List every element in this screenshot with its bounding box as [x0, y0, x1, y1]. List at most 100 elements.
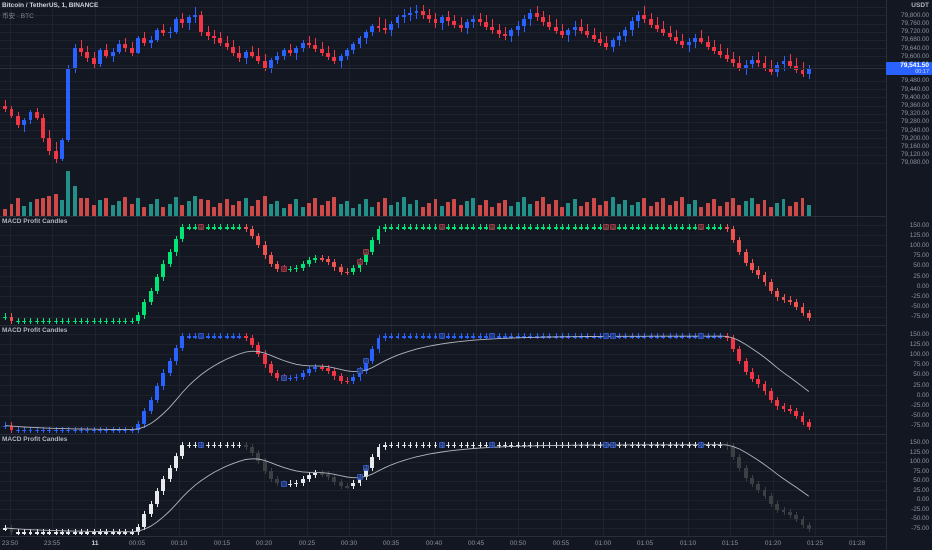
pane-title-macd-profit-candles-1[interactable]: MACD Profit Candles	[2, 218, 68, 225]
candle-body	[528, 444, 533, 447]
signal-marker[interactable]	[609, 224, 616, 231]
candle-body	[34, 532, 39, 534]
volume-bar	[509, 206, 514, 216]
candle-body	[446, 17, 451, 22]
volume-bar	[28, 202, 33, 216]
volume-bar	[705, 203, 710, 216]
time-tick-label: 11	[91, 540, 99, 547]
signal-marker[interactable]	[603, 441, 610, 448]
signal-marker[interactable]	[356, 367, 363, 374]
candle-body	[673, 36, 678, 41]
signal-marker[interactable]	[362, 465, 369, 472]
signal-marker[interactable]	[198, 224, 205, 231]
signal-marker[interactable]	[489, 224, 496, 231]
signal-marker[interactable]	[198, 333, 205, 340]
grid-line-v	[476, 326, 477, 434]
pane-title-macd-profit-candles-2[interactable]: MACD Profit Candles	[2, 327, 68, 334]
signal-marker[interactable]	[438, 224, 445, 231]
indicator-tick-label: 25.00	[913, 381, 929, 389]
candle-body	[775, 399, 780, 407]
grid-line-v	[857, 217, 858, 325]
candle-body	[231, 336, 235, 338]
signal-marker[interactable]	[280, 266, 287, 273]
signal-marker[interactable]	[489, 333, 496, 340]
symbol-title[interactable]: Bitcoin / TetherUS, 1, BINANCE	[2, 2, 99, 9]
candle-body	[22, 429, 27, 432]
pane-separator[interactable]	[0, 325, 932, 326]
signal-marker[interactable]	[603, 333, 610, 340]
candle-body	[528, 13, 533, 20]
volume-bar	[249, 206, 254, 216]
candle-body	[414, 444, 419, 447]
volume-bar	[496, 203, 501, 216]
grid-line-v	[773, 217, 774, 325]
signal-marker[interactable]	[438, 441, 445, 448]
pane-separator[interactable]	[0, 434, 932, 435]
grid-line-v	[52, 0, 53, 216]
signal-marker[interactable]	[489, 441, 496, 448]
pane-title-macd-profit-candles-3[interactable]: MACD Profit Candles	[2, 436, 68, 443]
candle-wick	[758, 52, 759, 67]
candle-body	[806, 421, 811, 427]
signal-marker[interactable]	[603, 224, 610, 231]
candle-body	[117, 320, 122, 323]
candle-wick	[530, 223, 531, 231]
candle-body	[654, 227, 659, 229]
candle-body	[363, 252, 368, 262]
grid-line-v	[561, 326, 562, 434]
signal-marker[interactable]	[609, 333, 616, 340]
candle-wick	[309, 35, 310, 49]
grid-line-h	[0, 500, 886, 501]
candle-wick	[56, 529, 57, 536]
symbol-subtitle: 币安 · BTC	[2, 13, 34, 20]
candle-wick	[100, 529, 101, 536]
candle-wick	[68, 426, 69, 434]
signal-marker[interactable]	[198, 441, 205, 448]
candle-wick	[37, 529, 38, 536]
pane-separator[interactable]	[0, 216, 932, 217]
candle-body	[53, 320, 58, 323]
signal-marker[interactable]	[698, 441, 705, 448]
candle-body	[28, 111, 33, 120]
volume-bar	[642, 197, 647, 216]
signal-marker[interactable]	[609, 441, 616, 448]
current-price-badge[interactable]: 79,541.50 00:17	[886, 61, 932, 75]
candle-body	[98, 320, 103, 323]
candle-body	[275, 264, 280, 269]
signal-marker[interactable]	[356, 473, 363, 480]
candle-wick	[657, 223, 658, 231]
indicator-tick-label: -25.00	[911, 401, 929, 409]
grid-line-v	[518, 435, 519, 536]
price-axis[interactable]: USDT 79,800.00 79,760.00 79,720.00 79,680.0…	[886, 0, 932, 550]
candle-wick	[322, 41, 323, 57]
signal-marker[interactable]	[438, 333, 445, 340]
candle-body	[787, 512, 792, 515]
time-tick-label: 00:05	[128, 540, 146, 547]
time-axis[interactable]: 23:50 23:55 11 00:05 00:10 00:15 00:20 00:25 00:…	[0, 536, 886, 550]
grid-line-v	[688, 435, 689, 536]
signal-marker[interactable]	[280, 375, 287, 382]
candle-body	[91, 58, 96, 65]
candle-body	[325, 258, 330, 263]
volume-bar	[186, 201, 191, 216]
candle-body	[300, 264, 305, 268]
candle-wick	[480, 223, 481, 231]
candle-body	[724, 336, 729, 338]
candle-body	[9, 425, 14, 430]
candle-body	[117, 429, 122, 432]
signal-marker[interactable]	[698, 333, 705, 340]
volume-bar	[465, 201, 470, 216]
time-tick-label: 00:55	[552, 540, 570, 547]
signal-marker[interactable]	[362, 249, 369, 256]
indicator-tick-label: 50.00	[913, 477, 929, 485]
signal-marker[interactable]	[280, 480, 287, 487]
candle-body	[98, 429, 103, 432]
grid-line-v	[476, 217, 477, 325]
signal-marker[interactable]	[698, 224, 705, 231]
time-tick-label: 23:50	[1, 540, 19, 547]
signal-marker[interactable]	[356, 258, 363, 265]
signal-marker[interactable]	[362, 358, 369, 365]
candle-body	[338, 267, 343, 272]
candle-body	[465, 336, 470, 338]
candle-wick	[644, 223, 645, 231]
